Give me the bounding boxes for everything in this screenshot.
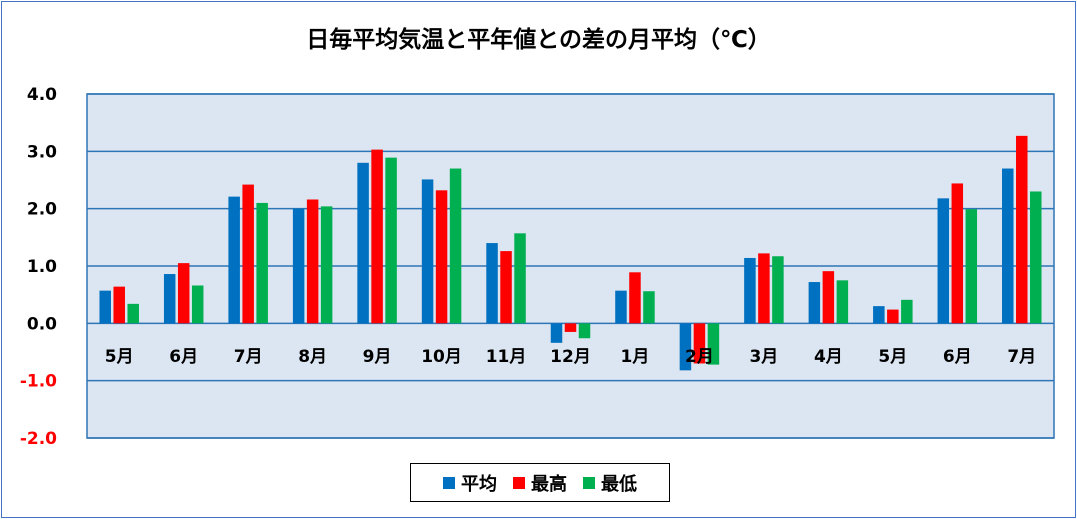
legend-item-avg: 平均 (443, 470, 497, 496)
bar (693, 323, 706, 364)
bar (808, 282, 821, 324)
bar (965, 209, 978, 324)
chart-title: 日毎平均気温と平年値との差の月平均（℃） (306, 27, 771, 53)
legend-item-min: 最低 (583, 470, 637, 496)
bar (357, 162, 369, 324)
bar (1030, 191, 1042, 324)
x-tick-label: 2月 (685, 347, 714, 367)
x-tick-label: 5月 (105, 347, 134, 367)
bar (550, 323, 563, 343)
bar (320, 206, 333, 324)
legend-label-avg: 平均 (461, 473, 497, 495)
legend-swatch-avg (443, 476, 455, 489)
bar (127, 303, 139, 324)
legend-label-min: 最低 (601, 473, 637, 495)
x-tick-label: 11月 (486, 347, 527, 367)
bar (163, 274, 176, 324)
bar (99, 290, 111, 324)
x-tick-label: 9月 (363, 347, 392, 367)
bar (177, 263, 190, 324)
bar (242, 184, 254, 324)
bar (371, 149, 383, 324)
x-tick-label: 6月 (169, 347, 198, 367)
x-tick-label: 7月 (234, 347, 263, 367)
bar (772, 256, 784, 324)
bar (578, 323, 591, 339)
y-tick-label: 4.0 (27, 85, 57, 105)
bar (256, 202, 268, 324)
y-tick-label: 2.0 (27, 200, 57, 220)
bar (758, 253, 770, 324)
bar (191, 285, 204, 324)
y-tick-label: 1.0 (27, 257, 57, 277)
legend-item-max: 最高 (513, 470, 567, 496)
y-tick-label: 3.0 (27, 142, 57, 162)
bar (385, 157, 397, 324)
x-tick-label: 5月 (878, 347, 907, 367)
bar (500, 251, 512, 324)
bar (887, 309, 899, 324)
x-tick-label: 8月 (298, 347, 327, 367)
bar (744, 257, 756, 324)
bar (679, 323, 692, 371)
y-tick-label: -1.0 (20, 372, 57, 392)
chart-legend: 平均 最高 最低 (410, 463, 670, 502)
bar (951, 183, 964, 324)
bar (421, 179, 434, 324)
bar (937, 198, 950, 324)
bar (615, 290, 627, 324)
y-tick-label: -2.0 (20, 429, 57, 449)
legend-swatch-max (513, 476, 525, 489)
bar (292, 208, 305, 324)
bar (1002, 168, 1014, 324)
bar (228, 196, 240, 324)
bar (1016, 135, 1028, 324)
x-tick-label: 3月 (749, 347, 778, 367)
bar (822, 271, 835, 324)
bar (707, 323, 720, 365)
bar (435, 190, 448, 324)
legend-label-max: 最高 (531, 473, 567, 495)
bar (486, 243, 498, 324)
legend-swatch-min (583, 476, 595, 489)
x-tick-label: 12月 (550, 347, 591, 367)
bar (564, 323, 577, 332)
x-tick-label: 10月 (421, 347, 462, 367)
bar (514, 233, 526, 324)
bar (873, 306, 885, 324)
bar (836, 280, 849, 324)
x-tick-label: 7月 (1007, 347, 1036, 367)
bar (306, 199, 319, 324)
bar (113, 286, 125, 324)
x-tick-label: 4月 (814, 347, 843, 367)
x-tick-label: 1月 (621, 347, 650, 367)
bar (449, 168, 462, 324)
bar (901, 299, 913, 324)
x-tick-label: 6月 (943, 347, 972, 367)
y-tick-label: 0.0 (27, 314, 57, 334)
bar (629, 272, 641, 324)
bar (643, 291, 655, 324)
